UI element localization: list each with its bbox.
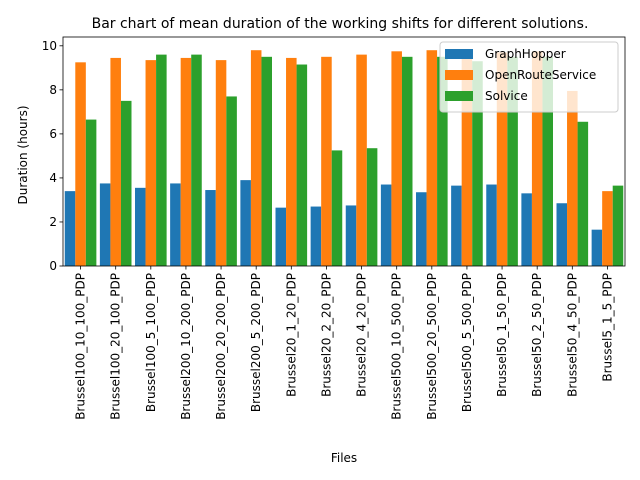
bar — [461, 50, 473, 267]
plot-frame — [62, 36, 626, 267]
bar — [521, 193, 532, 266]
x-tick-label: Brussel5_1_5_PDP — [600, 273, 614, 382]
bar — [286, 57, 297, 266]
bar — [170, 183, 181, 266]
bar — [145, 60, 157, 267]
y-tick-label: 0 — [49, 259, 57, 273]
bar — [472, 61, 483, 266]
bar — [542, 56, 553, 266]
bar — [110, 57, 121, 266]
bar — [602, 191, 613, 266]
legend-label: GraphHopper — [485, 47, 566, 61]
bar — [99, 183, 111, 266]
x-tick-label: Brussel100_10_100_PDP — [74, 273, 88, 420]
legend-swatch — [445, 70, 473, 80]
bar — [556, 203, 568, 266]
x-tick-label: Brussel200_20_200_PDP — [214, 273, 228, 420]
x-tick-label: Brussel50_1_50_PDP — [495, 273, 509, 397]
bar — [380, 184, 392, 266]
bar — [120, 100, 132, 266]
legend-label: Solvice — [485, 89, 528, 103]
y-axis-label: Duration (hours) — [16, 105, 30, 204]
bar — [416, 192, 427, 266]
x-tick-label: Brussel20_2_20_PDP — [319, 273, 333, 397]
bar — [612, 185, 624, 266]
bar — [577, 121, 589, 267]
bar — [275, 207, 287, 266]
legend-box — [439, 41, 619, 113]
bar — [85, 119, 97, 266]
bar — [250, 50, 262, 267]
axes-group: 0 2 4 6 8 10 Brussel100_10_100_PDP Brussel100_2… — [42, 36, 626, 420]
bar — [426, 50, 438, 267]
bar — [321, 56, 332, 266]
bar — [366, 148, 378, 266]
y-tick-label: 10 — [42, 39, 57, 53]
y-tick-label: 4 — [49, 171, 57, 185]
bar — [215, 60, 227, 267]
bar — [496, 52, 508, 266]
x-tick-label: Brussel100_20_100_PDP — [109, 273, 123, 420]
bar — [64, 191, 76, 266]
legend: GraphHopper OpenRouteService Solvice — [439, 41, 619, 113]
bar — [401, 56, 413, 266]
bars-group — [64, 50, 624, 267]
bar — [567, 90, 578, 266]
bar — [226, 96, 237, 266]
bar — [331, 150, 343, 266]
x-tick-label: Brussel500_5_500_PDP — [460, 273, 474, 412]
bar — [296, 64, 308, 267]
bar — [437, 56, 448, 266]
x-tick-label: Brussel200_5_200_PDP — [249, 273, 263, 412]
y-tick-label: 2 — [49, 215, 57, 229]
x-tick-label: Brussel50_2_50_PDP — [530, 273, 544, 397]
bar — [261, 56, 272, 266]
x-tick-label: Brussel500_10_500_PDP — [390, 273, 404, 420]
bar — [391, 51, 402, 267]
bar — [356, 54, 367, 267]
bar — [451, 185, 462, 266]
bar — [345, 205, 357, 266]
bar — [486, 184, 497, 266]
legend-swatch — [445, 91, 473, 101]
bar — [507, 56, 518, 266]
legend-label: OpenRouteService — [485, 68, 596, 82]
chart-title: Bar chart of mean duration of the workin… — [92, 16, 589, 32]
bar — [531, 51, 543, 267]
x-tick-label: Brussel50_4_50_PDP — [565, 273, 579, 397]
x-tick-label: Brussel200_10_200_PDP — [179, 273, 193, 420]
bar — [591, 229, 603, 266]
legend-swatch — [445, 49, 473, 59]
x-axis-label: Files — [331, 451, 357, 465]
bar — [205, 190, 216, 266]
x-tick-label: Brussel100_5_100_PDP — [144, 273, 158, 412]
bar — [156, 54, 167, 267]
x-tick-label: Brussel20_4_20_PDP — [355, 273, 369, 397]
bar — [240, 180, 251, 267]
bar — [75, 62, 86, 266]
bar — [310, 206, 322, 266]
y-tick-label: 6 — [49, 127, 57, 141]
y-tick-label: 8 — [49, 83, 57, 97]
x-tick-label: Brussel500_20_500_PDP — [425, 273, 439, 420]
bar — [135, 187, 146, 266]
bar — [191, 54, 202, 267]
bar — [180, 57, 192, 266]
x-tick-label: Brussel20_1_20_PDP — [284, 273, 298, 397]
